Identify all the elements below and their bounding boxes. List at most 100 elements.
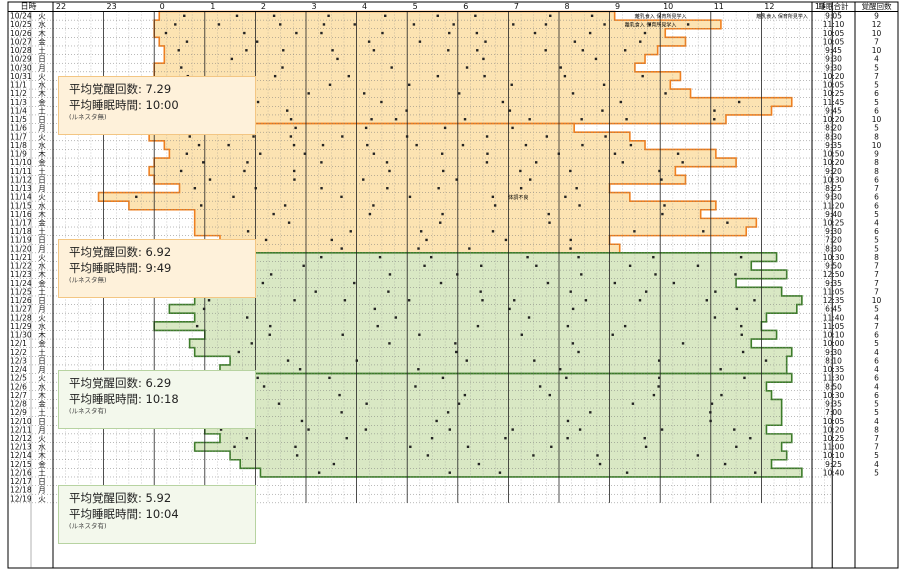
row-day: 木 [38,88,46,98]
wake-mark [307,92,310,95]
row-sleep-total: 12:50 [823,270,845,279]
summary-wake-avg: 平均覚醒回数: 6.92 [69,245,172,259]
hour-label-4: 4 [362,2,367,11]
row-date: 12/4 [10,365,27,374]
wake-mark [571,342,575,345]
row-sleep-total: 10:40 [823,468,845,477]
row-day: 月 [38,305,46,314]
row-day: 金 [38,278,46,288]
row-date: 10/28 [10,46,32,55]
wake-mark [463,118,467,121]
summary-sleep-avg: 平均睡眠時間: 10:04 [69,507,179,521]
wake-mark [345,436,348,440]
header-date: 日時 [21,2,37,11]
row-wake-count: 10 [872,141,882,150]
wake-mark [533,359,536,362]
wake-mark [364,428,368,431]
row-day: 金 [38,338,46,348]
row-wake-count: 4 [874,348,879,357]
row-sleep-total: 9:30 [825,63,842,72]
row-day: 日 [38,296,46,305]
row-date: 12/14 [10,451,32,460]
wake-mark [378,255,382,259]
wake-mark [702,230,705,233]
summary-wake-avg: 平均覚醒回数: 6.29 [69,376,172,390]
row-day: 日 [38,356,46,365]
wake-mark [498,471,502,474]
row-sleep-total: 10:25 [823,89,845,98]
wake-mark [376,324,379,328]
row-day: 木 [38,209,46,219]
wake-mark [753,299,756,302]
row-sleep-total: 11:10 [823,20,845,29]
wake-mark [660,428,664,431]
row-wake-count: 6 [874,89,879,98]
row-date: 12/15 [10,460,32,469]
wake-mark [557,152,561,155]
wake-mark [764,359,768,362]
wake-mark [372,204,375,207]
row-day: 月 [38,486,46,495]
row-sleep-total: 8:25 [825,184,842,193]
row-sleep-total: 10:50 [823,150,845,159]
wake-mark [246,161,249,164]
row-wake-count: 7 [874,184,879,193]
wake-mark [384,14,387,18]
event-annotation: 離乳食入 保育所見学入 [756,13,808,20]
row-sleep-total: 7:20 [825,236,842,245]
row-sleep-total: 9:30 [825,348,842,357]
wake-mark [481,299,484,302]
wake-mark [233,445,236,449]
wake-mark [417,247,420,250]
row-sleep-total: 10:20 [823,72,845,81]
wake-mark [303,152,307,155]
wake-mark [479,290,482,293]
row-wake-count: 6 [874,227,879,236]
wake-mark [364,126,368,130]
wake-mark [740,333,743,336]
row-date: 11/10 [10,158,32,167]
row-sleep-total: 10:00 [823,339,845,348]
wake-mark [259,152,262,155]
wake-mark [584,299,588,302]
wake-mark [227,143,230,147]
wake-mark [243,169,246,173]
row-wake-count: 5 [874,236,879,245]
row-sleep-total: 10:30 [823,391,845,400]
wake-mark [463,393,467,397]
wake-mark [524,143,528,147]
wake-mark [486,152,489,155]
wake-mark [596,454,599,457]
row-sleep-total: 10:10 [823,451,845,460]
wake-mark [581,143,584,147]
wake-mark [295,31,298,35]
row-date: 11/15 [10,201,32,210]
row-date: 11/26 [10,296,32,305]
row-sleep-total: 10:30 [823,175,845,184]
row-day: 金 [38,36,46,46]
wake-mark [477,462,481,466]
wake-mark [491,195,495,199]
wake-mark [569,169,572,173]
wake-mark [281,66,284,69]
row-sleep-total: 7:00 [825,408,842,417]
wake-mark [292,169,296,173]
wake-mark [353,23,356,26]
row-day: 火 [38,132,46,141]
summary-sleep-avg: 平均睡眠時間: 10:18 [69,392,179,406]
wake-mark [681,342,685,345]
row-sleep-total: 9:50 [825,262,842,271]
wake-mark [504,436,507,440]
hour-label-12: 12 [764,2,774,11]
wake-mark [565,376,568,380]
wake-mark [347,74,350,78]
wake-mark [573,40,577,43]
wake-mark [135,195,138,199]
row-date: 11/23 [10,270,32,279]
row-date: 11/5 [10,115,27,124]
row-date: 10/24 [10,12,32,21]
wake-mark [566,436,569,440]
row-date: 12/16 [10,468,32,477]
wake-mark [705,299,708,302]
row-day: 木 [38,149,46,159]
